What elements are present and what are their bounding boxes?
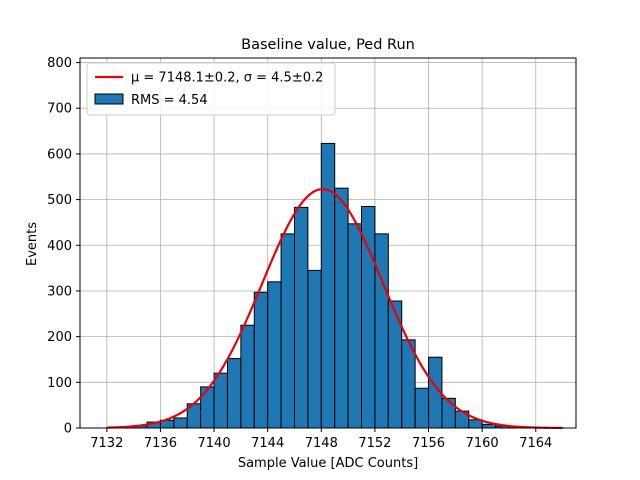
legend-hist-swatch xyxy=(94,93,124,105)
histogram-bar xyxy=(334,187,349,429)
x-axis-label: Sample Value [ADC Counts] xyxy=(238,456,418,471)
histogram-bar xyxy=(200,386,215,429)
legend-box xyxy=(86,62,336,116)
histogram-bar xyxy=(320,142,336,429)
histogram-bar xyxy=(280,233,295,429)
x-tick-label: 7152 xyxy=(358,436,391,451)
histogram-bar xyxy=(267,281,282,429)
histogram-bar xyxy=(240,324,255,429)
x-tick-label: 7132 xyxy=(90,436,123,451)
chart-title: Baseline value, Ped Run xyxy=(241,37,415,53)
y-tick-label: 0 xyxy=(64,422,72,437)
x-tick-label: 7136 xyxy=(144,436,177,451)
y-tick-label: 500 xyxy=(47,193,72,208)
y-axis-label: Events xyxy=(25,222,40,266)
fit-curve xyxy=(106,187,563,430)
legend-hist-label: RMS = 4.54 xyxy=(131,93,208,108)
y-tick-label: 100 xyxy=(47,376,72,391)
y-tick-label: 700 xyxy=(47,102,72,117)
histogram-bar xyxy=(173,417,188,429)
x-tick-label: 7156 xyxy=(412,436,445,451)
histogram-bar xyxy=(307,269,322,429)
histogram-bar xyxy=(374,233,389,429)
histogram-bar xyxy=(253,291,269,429)
legend-fit-label: μ = 7148.1±0.2, σ = 4.5±0.2 xyxy=(131,71,323,86)
histogram-bar xyxy=(414,387,430,429)
x-tick-label: 7148 xyxy=(305,436,338,451)
y-tick-label: 400 xyxy=(47,239,72,254)
histogram-bar xyxy=(293,206,309,429)
y-tick-label: 800 xyxy=(47,56,72,71)
histogram-bar xyxy=(213,372,228,429)
x-tick-label: 7140 xyxy=(198,436,231,451)
histogram-bar xyxy=(481,423,497,429)
histogram-bar xyxy=(401,339,416,429)
histogram-bar xyxy=(347,223,363,429)
axes: 7132 7136 7140 7144 7148 7152 7156 7160 7164 0 100… xyxy=(47,56,577,451)
histogram-bar xyxy=(441,397,456,429)
y-tick-label: 600 xyxy=(47,147,72,162)
legend: μ = 7148.1±0.2, σ = 4.5±0.2 RMS = 4.54 xyxy=(86,62,336,116)
x-tick-label: 7164 xyxy=(519,436,552,451)
histogram-bar xyxy=(226,358,242,429)
histogram-bars xyxy=(119,142,523,429)
y-tick-label: 300 xyxy=(47,284,72,299)
y-tick-label: 200 xyxy=(47,330,72,345)
x-tick-label: 7144 xyxy=(251,436,284,451)
x-tick-label: 7160 xyxy=(466,436,499,451)
fit-curve-group xyxy=(106,187,563,430)
plot-frame xyxy=(79,57,577,429)
